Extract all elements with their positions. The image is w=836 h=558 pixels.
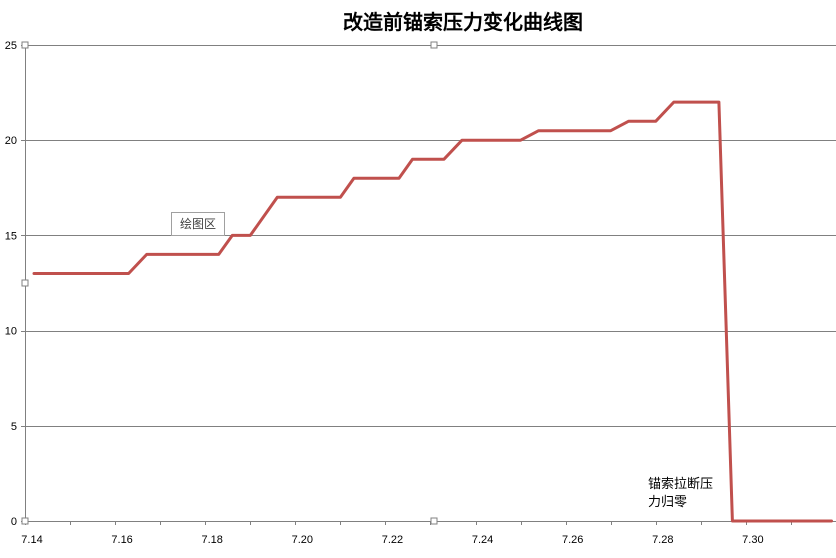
resize-handle-0[interactable] [21,41,29,49]
plot-area-tooltip: 绘图区 [171,212,225,236]
x-tick-label-7.24: 7.24 [472,534,493,546]
y-tick-label-25: 25 [5,40,17,52]
annotation-line-1: 锚索拉断压 [648,477,714,492]
resize-handle-2[interactable] [21,279,29,287]
selection-handles[interactable] [21,41,438,525]
y-tick-label-20: 20 [5,135,17,147]
resize-handle-1[interactable] [430,41,438,49]
axes [21,45,836,525]
annotation-line-2: 力归零 [648,495,688,510]
chart-title: 改造前锚索压力变化曲线图 [343,10,583,34]
x-tick-label-7.22: 7.22 [382,534,403,546]
series-layer [32,100,833,523]
y-tick-label-5: 5 [11,421,17,433]
series-line-0 [32,100,833,523]
resize-handle-4[interactable] [430,517,438,525]
y-tick-label-0: 0 [11,516,17,528]
y-tick-label-15: 15 [5,230,17,242]
y-tick-labels: 0 5 10 15 20 25 [5,40,17,528]
x-tick-label-7.18: 7.18 [202,534,223,546]
x-tick-labels: 7.14 7.16 7.18 7.20 7.22 7.24 7.26 7.28 7.30 [21,534,763,546]
x-tick-label-7.14: 7.14 [21,534,42,546]
y-tick-label-10: 10 [5,326,17,338]
x-tick-label-7.30: 7.30 [742,534,763,546]
resize-handle-3[interactable] [21,517,29,525]
x-tick-label-7.26: 7.26 [562,534,583,546]
x-tick-label-7.16: 7.16 [111,534,132,546]
x-tick-label-7.28: 7.28 [652,534,673,546]
annotation-break-label: 锚索拉断压 力归零 [648,476,738,512]
x-tick-label-7.20: 7.20 [292,534,313,546]
